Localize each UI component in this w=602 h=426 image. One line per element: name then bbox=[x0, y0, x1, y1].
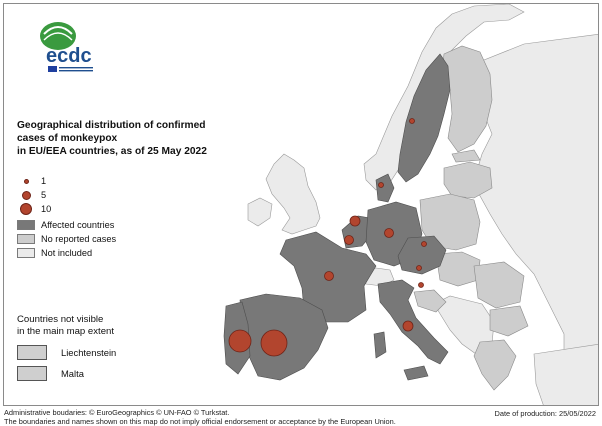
bubble-france bbox=[324, 271, 334, 281]
bubble-spain bbox=[260, 329, 288, 357]
bubble-germany bbox=[384, 228, 394, 238]
legend-affected: Affected countries bbox=[17, 220, 114, 230]
footer-disclaimer: The boundaries and names shown on this m… bbox=[4, 417, 396, 426]
title-line-2: cases of monkeypox bbox=[17, 133, 118, 144]
legend-size-1: 1 bbox=[17, 176, 46, 186]
production-date: Date of production: 25/05/2022 bbox=[494, 409, 597, 418]
map-frame: ecdc Geographical distribution of confir… bbox=[3, 3, 599, 406]
svg-text:ecdc: ecdc bbox=[46, 45, 92, 67]
legend-size-label: 1 bbox=[41, 176, 47, 186]
europe-map bbox=[223, 4, 598, 405]
ecdc-logo-graphic: ecdc bbox=[40, 22, 93, 72]
title-line-3: in EU/EEA countries, as of 25 May 2022 bbox=[17, 146, 207, 157]
legend-category-label: Not included bbox=[41, 248, 93, 258]
ecdc-logo: ecdc bbox=[36, 18, 106, 76]
bubble-symbol bbox=[20, 203, 32, 215]
bubble-czechia bbox=[421, 241, 427, 247]
title-line-1: Geographical distribution of confirmed bbox=[17, 120, 206, 131]
bubble-symbol bbox=[21, 190, 31, 200]
no-cases-region bbox=[413, 45, 529, 391]
bubble-symbol bbox=[23, 178, 29, 184]
liechtenstein-label: Liechtenstein bbox=[61, 347, 117, 358]
map-title: Geographical distribution of confirmed c… bbox=[17, 119, 247, 158]
liechtenstein-box bbox=[17, 345, 47, 360]
case-bubbles bbox=[228, 118, 427, 357]
not-visible-title: Countries not visible in the main map ex… bbox=[17, 314, 114, 338]
legend-size-10: 10 bbox=[17, 203, 51, 215]
legend-swatch bbox=[17, 248, 35, 258]
malta-box bbox=[17, 366, 47, 381]
bubble-austria bbox=[416, 265, 422, 271]
legend-category-label: No reported cases bbox=[41, 234, 117, 244]
bubble-italy bbox=[402, 320, 414, 332]
bubble-netherlands bbox=[349, 215, 361, 227]
legend-no-cases: No reported cases bbox=[17, 234, 116, 244]
bubble-belgium bbox=[344, 235, 354, 245]
legend-swatch bbox=[17, 220, 35, 230]
bubble-slovenia bbox=[418, 282, 424, 288]
bubble-portugal bbox=[228, 329, 252, 353]
legend-category-label: Affected countries bbox=[41, 220, 115, 230]
not-visible-title-line-1: Countries not visible bbox=[17, 314, 104, 325]
not-visible-title-line-2: in the main map extent bbox=[17, 326, 115, 337]
legend-size-5: 5 bbox=[17, 190, 46, 200]
legend-size-label: 10 bbox=[41, 204, 52, 214]
legend-swatch bbox=[17, 234, 35, 244]
malta-label: Malta bbox=[61, 368, 84, 379]
bubble-sweden bbox=[409, 118, 415, 124]
legend-size-label: 5 bbox=[41, 190, 47, 200]
footer-boundaries: Administrative boudaries: © EuroGeograph… bbox=[4, 408, 230, 417]
bubble-denmark bbox=[378, 182, 384, 188]
legend-not-included: Not included bbox=[17, 248, 92, 258]
